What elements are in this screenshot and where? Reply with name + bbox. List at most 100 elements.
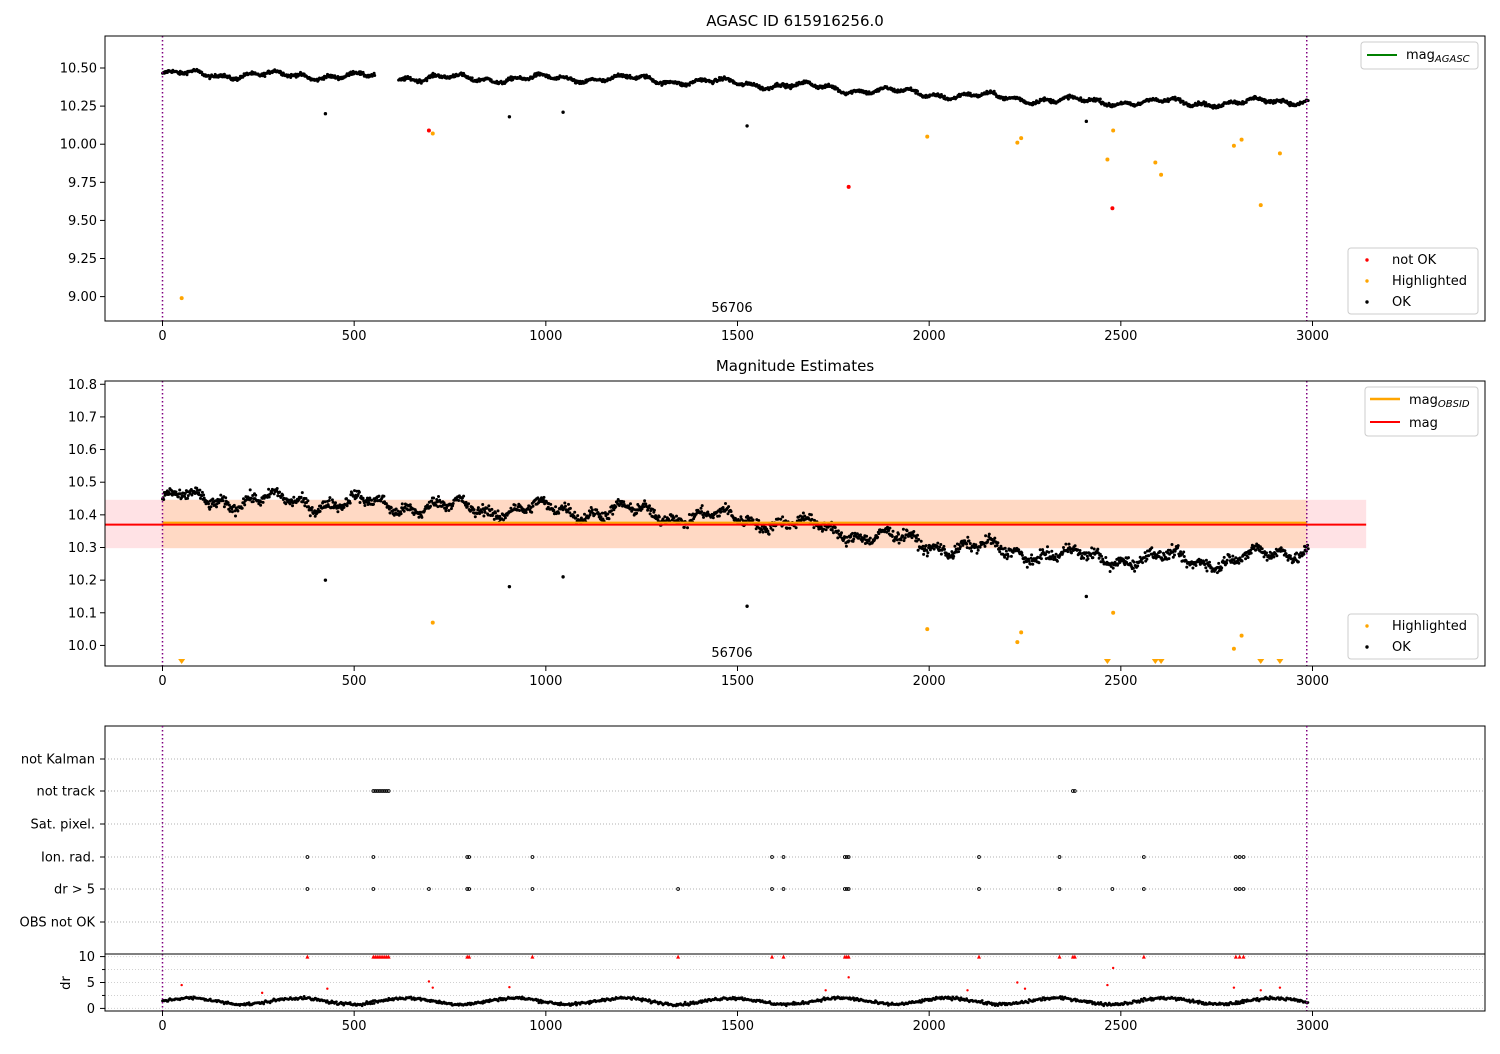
- x-tick-label: 3000: [1296, 329, 1329, 344]
- ok-point: [281, 494, 284, 497]
- ok-point: [557, 512, 560, 515]
- ok-point: [1228, 556, 1231, 559]
- legend-mag-obsid-label: mag: [1409, 393, 1438, 408]
- ok-point: [306, 499, 309, 502]
- highlighted-point: [1232, 144, 1236, 148]
- ok-point: [450, 507, 453, 510]
- ok-point: [993, 537, 996, 540]
- ok-point: [903, 539, 906, 542]
- ok-point: [865, 535, 868, 538]
- flag-point: [1234, 856, 1237, 859]
- dr-point: [497, 1000, 500, 1003]
- ok-point: [768, 533, 771, 536]
- agasc-legend-top: magAGASC: [1361, 42, 1478, 69]
- flag-point: [468, 856, 471, 859]
- ok-point: [324, 500, 327, 503]
- ok-point: [976, 552, 979, 555]
- ok-point: [802, 512, 805, 515]
- ok-point: [825, 528, 828, 531]
- highlighted-triangle-marker: [1257, 659, 1264, 664]
- ok-point: [563, 502, 566, 505]
- ok-point: [1062, 546, 1065, 549]
- highlighted-point: [925, 627, 929, 631]
- ok-outlier-point: [508, 585, 511, 588]
- flags-plot-area: [163, 726, 1307, 954]
- ok-point: [400, 512, 403, 515]
- ok-point: [968, 539, 971, 542]
- ok-point: [600, 515, 603, 518]
- flags-grid: [105, 759, 1485, 922]
- ok-point: [675, 515, 678, 518]
- ok-point: [254, 494, 257, 497]
- x-tick-label: 500: [342, 329, 367, 344]
- highlighted-point: [1015, 141, 1019, 145]
- ok-point: [210, 505, 213, 508]
- x-tick-label: 0: [158, 674, 166, 689]
- ok-point: [504, 516, 507, 519]
- y-tick-label: 9.25: [68, 252, 97, 267]
- ok-point: [234, 515, 237, 518]
- ok-point: [1038, 561, 1041, 564]
- legend-mag-obsid-sub: OBSID: [1438, 399, 1470, 410]
- flag-point: [468, 888, 471, 891]
- ok-point: [1283, 549, 1286, 552]
- ok-point: [359, 501, 362, 504]
- agasc-panel-title: AGASC ID 615916256.0: [706, 12, 884, 30]
- ok-point: [1217, 562, 1220, 565]
- ok-point: [810, 513, 813, 516]
- highlighted-point: [1240, 634, 1244, 638]
- ok-point: [916, 534, 919, 537]
- ok-point: [332, 501, 335, 504]
- ok-point: [1191, 567, 1194, 570]
- ok-point: [390, 506, 393, 509]
- ok-point: [236, 510, 239, 513]
- ok-point: [198, 489, 201, 492]
- ok-point: [1182, 551, 1185, 554]
- highlighted-point: [1240, 138, 1244, 142]
- flag-point: [306, 888, 309, 891]
- ok-point: [567, 503, 570, 506]
- ok-point: [554, 505, 557, 508]
- ok-point: [222, 499, 225, 502]
- ok-point: [263, 75, 266, 78]
- ok-point: [481, 503, 484, 506]
- ok-point: [700, 507, 703, 510]
- ok-point: [869, 537, 872, 540]
- legend-ok-marker: [1365, 300, 1368, 303]
- ok-point: [1241, 560, 1244, 563]
- ok-point: [957, 550, 960, 553]
- ok-point: [859, 533, 862, 536]
- ok-point: [1047, 551, 1050, 554]
- ok-point: [409, 503, 412, 506]
- ok-point: [1285, 552, 1288, 555]
- ok-point: [718, 515, 721, 518]
- dr-y-tick-label: 5: [87, 976, 95, 991]
- ok-point: [276, 494, 279, 497]
- y-tick-label: 10.50: [60, 62, 97, 77]
- ok-point: [576, 514, 579, 517]
- ok-point: [673, 516, 676, 519]
- ok-point: [1171, 543, 1174, 546]
- ok-point: [840, 531, 843, 534]
- ok-point: [466, 505, 469, 508]
- flag-label: Sat. pixel.: [31, 818, 95, 833]
- ok-point: [201, 491, 204, 494]
- not-ok-point: [427, 128, 431, 132]
- ok-point: [877, 532, 880, 535]
- ok-point: [752, 518, 755, 521]
- y-tick-label: 10.7: [68, 410, 97, 425]
- ok-point: [1204, 566, 1207, 569]
- legend-mag-agasc-sub: AGASC: [1434, 54, 1470, 65]
- x-tick-label: 1000: [529, 674, 562, 689]
- ok-point: [362, 497, 365, 500]
- ok-point: [241, 507, 244, 510]
- ok-point: [648, 504, 651, 507]
- ok-point: [186, 497, 189, 500]
- ok-point: [432, 497, 435, 500]
- ok-point: [291, 504, 294, 507]
- x-tick-label: 1500: [721, 674, 754, 689]
- ok-point: [319, 510, 322, 513]
- ok-point: [996, 544, 999, 547]
- ok-point: [779, 518, 782, 521]
